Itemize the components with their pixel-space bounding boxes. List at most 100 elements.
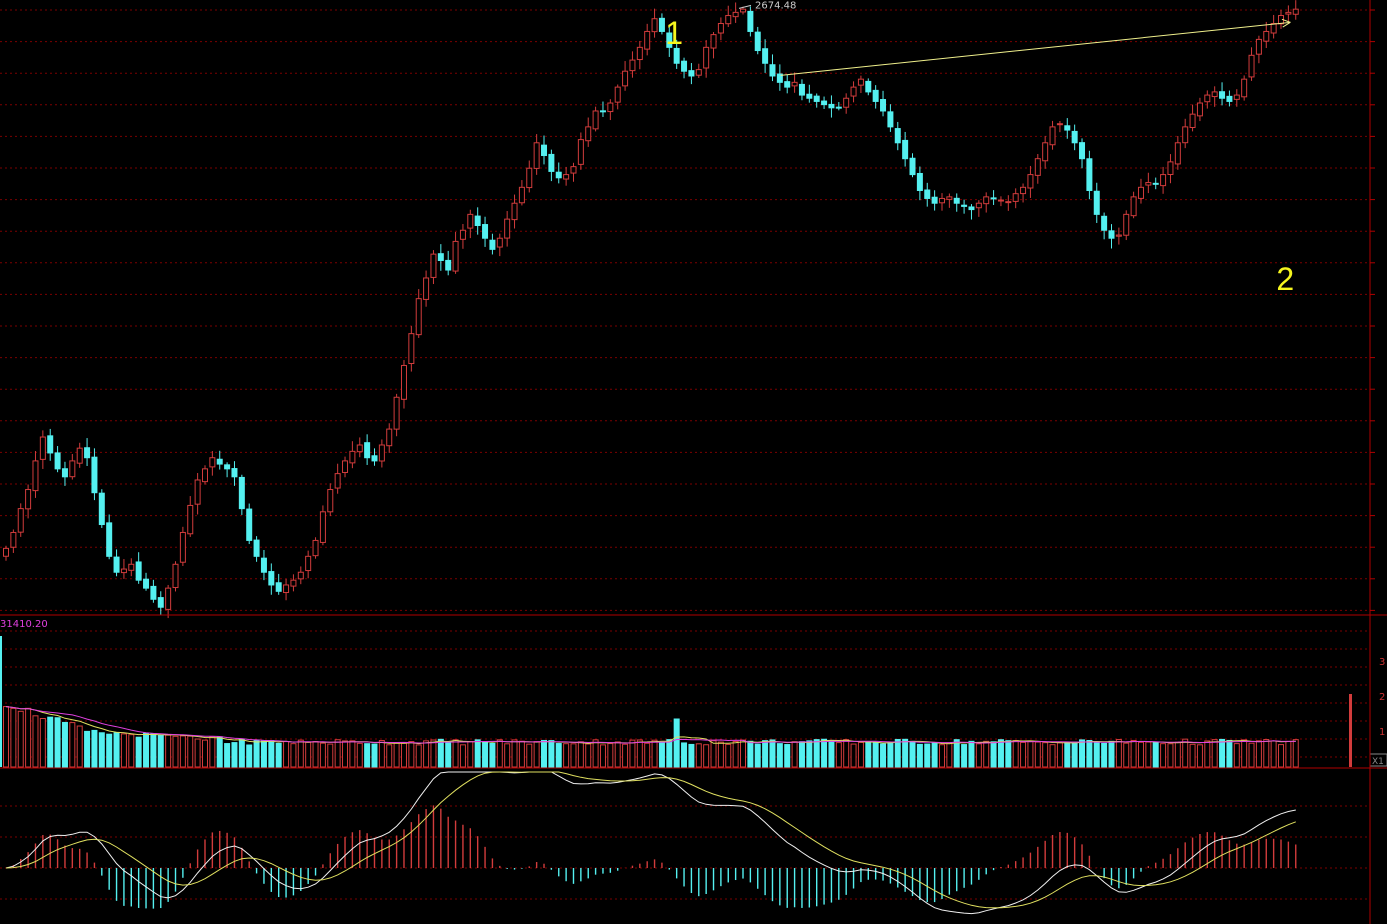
volume-bar-down <box>91 729 98 768</box>
volume-bar-up <box>592 739 599 768</box>
candle-up <box>400 364 407 400</box>
volume-bar-down <box>1093 742 1100 768</box>
candle-up <box>511 202 518 221</box>
candle-up <box>1211 91 1218 98</box>
volume-bar-up <box>319 742 326 768</box>
candle-down <box>231 468 238 478</box>
volume-bar-down <box>1071 741 1078 768</box>
volume-bar-down <box>658 742 665 768</box>
volume-bar-down <box>762 740 769 768</box>
candle-up <box>1270 22 1277 34</box>
volume-bar-down <box>769 739 776 768</box>
candle-down <box>150 585 157 600</box>
volume-bar-up <box>1292 739 1299 768</box>
volume-bar-down <box>548 740 555 768</box>
volume-bar-down <box>924 743 931 768</box>
candle-down <box>961 204 968 207</box>
candle-down <box>1108 230 1115 239</box>
candle-up <box>504 218 511 239</box>
volume-bar-up <box>644 742 651 768</box>
volume-bar-down <box>98 732 105 768</box>
candle-down <box>1086 158 1093 192</box>
volume-bar-up <box>607 743 614 768</box>
volume-bar-down <box>84 730 91 768</box>
volume-bar-down <box>364 743 371 768</box>
volume-bar-up <box>1012 740 1019 768</box>
high-price-label: 2674.48 <box>755 0 796 11</box>
volume-bar-down <box>1108 740 1115 768</box>
candle-down <box>268 571 275 586</box>
candle-up <box>1285 11 1292 15</box>
candle-up <box>710 34 717 49</box>
candle-up <box>1248 54 1255 78</box>
volume-bar-up <box>305 741 312 768</box>
volume-bar-down <box>47 716 54 768</box>
volume-bar-down <box>541 739 548 768</box>
candle-up <box>3 547 9 557</box>
candle-up <box>518 186 525 204</box>
volume-bar-down <box>681 742 688 768</box>
candle-up <box>636 46 643 61</box>
volume-bar-up <box>1145 741 1152 768</box>
volume-bar-down <box>990 741 997 768</box>
volume-bar-up <box>1278 744 1285 768</box>
candle-up <box>10 531 17 548</box>
volume-bar-up <box>172 735 179 768</box>
candle-up <box>644 30 651 50</box>
candle-up <box>1196 102 1203 117</box>
volume-bar-down <box>1226 739 1233 768</box>
trendline-arrowhead <box>1281 18 1291 28</box>
volume-bar-down <box>216 736 223 768</box>
candle-down <box>143 578 150 589</box>
volume-bar-up <box>1204 740 1211 768</box>
volume-max-label: 31410.20 <box>0 619 48 630</box>
volume-bar-up <box>290 743 297 768</box>
candle-up <box>732 11 739 18</box>
candle-down <box>548 153 555 172</box>
volume-bars <box>0 636 1352 768</box>
candle-up <box>1049 126 1056 146</box>
volume-bar-down <box>894 738 901 768</box>
volume-bar-down <box>953 739 960 768</box>
candle-up <box>1042 142 1049 162</box>
volume-bar-up <box>518 740 525 768</box>
volume-bar-down <box>61 721 68 768</box>
volume-bar-down <box>806 740 813 768</box>
candle-down <box>238 476 245 510</box>
arrowhead-stroke <box>1281 18 1291 23</box>
volume-bar-up <box>187 735 194 768</box>
volume-bar-down <box>880 743 887 768</box>
candle-up <box>703 46 710 69</box>
candle-up <box>1005 201 1012 204</box>
volume-bar-down <box>143 732 150 768</box>
candle-down <box>681 60 688 72</box>
candle-down <box>113 556 120 573</box>
volume-bar-up <box>695 743 702 768</box>
volume-bar-up <box>1137 741 1144 768</box>
macd-histogram <box>12 805 1297 909</box>
candle-up <box>1255 38 1262 55</box>
candle-down <box>813 95 820 102</box>
candle-up <box>76 447 83 464</box>
candle-up <box>283 584 290 594</box>
candle-down <box>437 253 444 261</box>
candle-up <box>378 444 385 462</box>
volume-bar-down <box>916 743 923 768</box>
candle-down <box>1152 182 1159 185</box>
candle-down <box>371 455 378 462</box>
candle-up <box>1182 126 1189 144</box>
volume-bar-down <box>482 741 489 768</box>
volume-bar-down <box>887 742 894 768</box>
volume-bar-down <box>437 738 444 768</box>
candle-down <box>673 47 680 64</box>
candle-up <box>356 444 363 453</box>
volume-bar-up <box>283 741 290 768</box>
candle-up <box>577 139 584 165</box>
volume-bar-up <box>386 744 393 768</box>
candle-up <box>1020 186 1027 195</box>
volume-panel: 31410.20 3 2 1 X1 <box>0 619 1387 768</box>
volume-bar-down <box>106 733 113 768</box>
candle-up <box>1123 213 1130 236</box>
volume-bar-up <box>533 741 540 768</box>
